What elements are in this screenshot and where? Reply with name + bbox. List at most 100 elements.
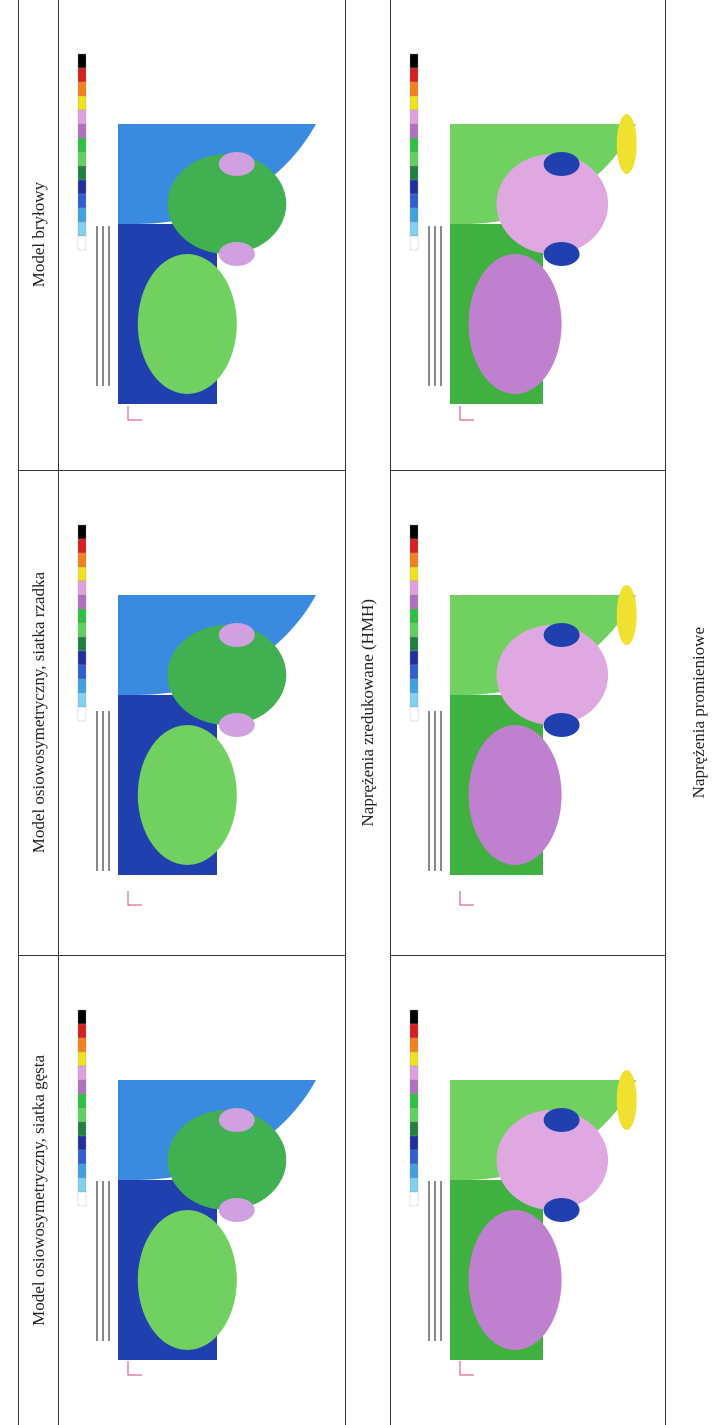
- color-bar-segment: [410, 651, 418, 665]
- image-cell: [390, 0, 666, 471]
- region: [469, 1210, 562, 1350]
- color-bar-segment: [410, 637, 418, 651]
- color-bar-segment: [78, 82, 86, 96]
- caption-line: [96, 711, 98, 871]
- caption-line: [440, 1181, 442, 1341]
- caption-line: [440, 226, 442, 386]
- caption-line: [434, 226, 436, 386]
- color-bar-segment: [78, 138, 86, 152]
- plot-body: [118, 124, 316, 404]
- caption-line: [96, 1181, 98, 1341]
- region: [219, 242, 255, 266]
- color-bar-segment: [78, 68, 86, 82]
- color-bar-segment: [78, 1122, 86, 1136]
- color-bar-segment: [78, 707, 86, 721]
- color-bar-segment: [410, 609, 418, 623]
- axis-glyph: [460, 1361, 474, 1375]
- column-header: Model osiowosymetryczny, siatka gęsta: [29, 1055, 49, 1326]
- color-bar-segment: [410, 68, 418, 82]
- caption-line: [440, 711, 442, 871]
- column-header: Model osiowosymetryczny, siatka rzadka: [29, 572, 49, 853]
- color-bar-segment: [78, 1052, 86, 1066]
- color-bar-segment: [78, 1164, 86, 1178]
- color-bar-segment: [78, 1108, 86, 1122]
- fem-plot: [68, 485, 336, 941]
- color-bar-segment: [410, 1038, 418, 1052]
- region: [219, 623, 255, 647]
- color-bar-segment: [410, 581, 418, 595]
- color-bar-segment: [410, 1108, 418, 1122]
- color-bar-segment: [78, 637, 86, 651]
- color-bar-segment: [78, 539, 86, 553]
- color-bar-segment: [78, 194, 86, 208]
- color-bar-segment: [78, 236, 86, 250]
- caption-line: [102, 1181, 104, 1341]
- color-bar-segment: [78, 567, 86, 581]
- plot-body: [450, 114, 637, 404]
- color-bar-segment: [410, 82, 418, 96]
- region: [219, 1198, 255, 1222]
- row-label-cell: Naprężenia zredukowane (HMH): [345, 0, 391, 1425]
- color-bar-segment: [410, 222, 418, 236]
- caption-line: [102, 226, 104, 386]
- plot-body: [450, 585, 637, 875]
- color-bar-segment: [410, 1192, 418, 1206]
- color-bar-segment: [410, 553, 418, 567]
- caption-line: [102, 711, 104, 871]
- color-bar-segment: [78, 1150, 86, 1164]
- color-bar-segment: [410, 1178, 418, 1192]
- caption-line: [428, 711, 430, 871]
- color-bar-segment: [78, 693, 86, 707]
- color-bar-segment: [410, 1024, 418, 1038]
- color-bar-segment: [410, 567, 418, 581]
- color-bar-segment: [410, 1150, 418, 1164]
- color-bar-segment: [410, 124, 418, 138]
- color-bar-segment: [410, 1136, 418, 1150]
- color-bar-segment: [410, 1010, 418, 1024]
- image-cell: [58, 0, 346, 471]
- color-bar-segment: [410, 1052, 418, 1066]
- color-bar-segment: [78, 222, 86, 236]
- column-header: Model bryłowy: [29, 182, 49, 287]
- caption-line: [428, 226, 430, 386]
- region: [617, 114, 637, 174]
- row-label: Naprężenia zredukowane (HMH): [358, 599, 378, 827]
- image-cell: [390, 955, 666, 1425]
- caption-line: [434, 1181, 436, 1341]
- axis-glyph: [460, 891, 474, 905]
- color-bar-segment: [410, 1080, 418, 1094]
- header-cell: Model osiowosymetryczny, siatka rzadka: [18, 470, 59, 956]
- color-bar-segment: [78, 1066, 86, 1080]
- region: [544, 623, 580, 647]
- color-bar-segment: [78, 1192, 86, 1206]
- region: [469, 725, 562, 865]
- color-bar-segment: [410, 138, 418, 152]
- color-bar-segment: [78, 609, 86, 623]
- color-bar-segment: [78, 110, 86, 124]
- color-bar-segment: [410, 707, 418, 721]
- axis-glyph: [128, 891, 142, 905]
- color-bar-segment: [410, 539, 418, 553]
- color-bar-segment: [410, 1122, 418, 1136]
- color-bar-segment: [78, 208, 86, 222]
- color-bar-segment: [78, 1136, 86, 1150]
- color-bar-segment: [410, 96, 418, 110]
- region: [469, 254, 562, 394]
- region: [138, 725, 237, 865]
- color-bar-segment: [78, 1010, 86, 1024]
- color-bar-segment: [78, 651, 86, 665]
- region: [544, 713, 580, 737]
- color-bar-segment: [78, 1080, 86, 1094]
- axis-glyph: [128, 406, 142, 420]
- image-cell: [58, 470, 346, 956]
- caption-line: [108, 1181, 110, 1341]
- color-bar-segment: [410, 236, 418, 250]
- color-bar-segment: [78, 525, 86, 539]
- color-bar-segment: [78, 54, 86, 68]
- page: Model bryłowy Model osiowosymetryczny, s…: [0, 0, 713, 1425]
- color-bar-segment: [410, 180, 418, 194]
- color-bar-segment: [78, 553, 86, 567]
- color-bar-segment: [78, 180, 86, 194]
- region: [138, 254, 237, 394]
- row-label-cell: Naprężenia promieniowe: [665, 0, 713, 1425]
